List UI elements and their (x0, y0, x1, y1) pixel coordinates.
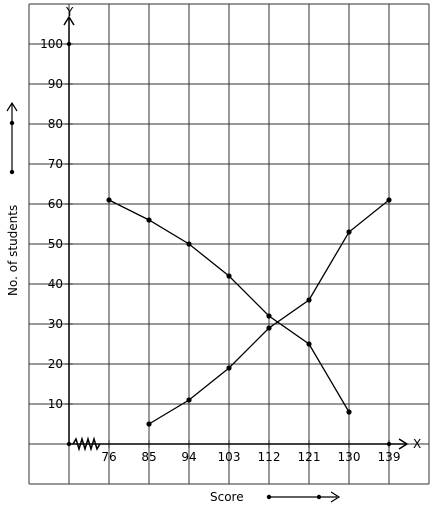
series-layer (106, 197, 392, 427)
data-point (306, 341, 312, 347)
data-point (146, 421, 152, 427)
data-point (306, 297, 312, 303)
data-point (226, 273, 232, 279)
x-direction-arrow-icon (266, 491, 341, 503)
data-point (106, 197, 112, 203)
grid (28, 3, 430, 485)
x-tick-label: 121 (298, 450, 321, 464)
x-arrow-dot (316, 494, 322, 500)
data-point (146, 217, 152, 223)
x-axis-arrowhead-icon (398, 438, 409, 450)
x-tick-label: 85 (141, 450, 156, 464)
data-point (266, 313, 272, 319)
y-tick-label: 90 (48, 77, 63, 91)
y-tick-label: 70 (48, 157, 63, 171)
tick-labels: 10 20 30 40 50 60 70 80 90 100 76 85 94 103 112 121 130 1… (40, 37, 400, 464)
data-point (386, 197, 392, 203)
data-point (226, 365, 232, 371)
data-point (346, 409, 352, 415)
axis-break-zigzag (72, 436, 101, 452)
data-point (186, 397, 192, 403)
x-tick-label: 130 (338, 450, 361, 464)
origin-point (66, 441, 72, 447)
x-tick-label: 103 (218, 450, 241, 464)
data-point (266, 325, 272, 331)
y-tick-label: 30 (48, 317, 63, 331)
y-tick-label: 100 (40, 37, 63, 51)
x-tick-label: 112 (258, 450, 281, 464)
x-last-tick-dot (386, 441, 392, 447)
y-axis-arrowhead-icon (63, 15, 75, 26)
y-arrow-dot (9, 169, 15, 175)
x-tick-label: 76 (101, 450, 116, 464)
y-axis-letter: Y (65, 5, 74, 19)
x-arrow-dot (266, 494, 272, 500)
data-point (186, 241, 192, 247)
x-tick-label: 139 (378, 450, 401, 464)
data-point (346, 229, 352, 235)
x-axis-title: Score (210, 490, 244, 504)
y-tick-label: 10 (48, 397, 63, 411)
y-tick-label: 80 (48, 117, 63, 131)
y-top-tick-dot (66, 41, 72, 47)
axis-break-icon (72, 436, 101, 452)
y-axis-title: No. of students (6, 205, 20, 296)
x-axis-letter: X (413, 437, 421, 451)
axes (63, 15, 409, 450)
x-arrow-head (330, 491, 341, 503)
y-direction-arrow-icon (6, 101, 18, 175)
y-arrow-head (6, 101, 18, 112)
y-arrow-dot (9, 120, 15, 126)
y-tick-label: 20 (48, 357, 63, 371)
y-tick-label: 40 (48, 277, 63, 291)
y-tick-label: 60 (48, 197, 63, 211)
x-tick-label: 94 (181, 450, 196, 464)
y-tick-label: 50 (48, 237, 63, 251)
